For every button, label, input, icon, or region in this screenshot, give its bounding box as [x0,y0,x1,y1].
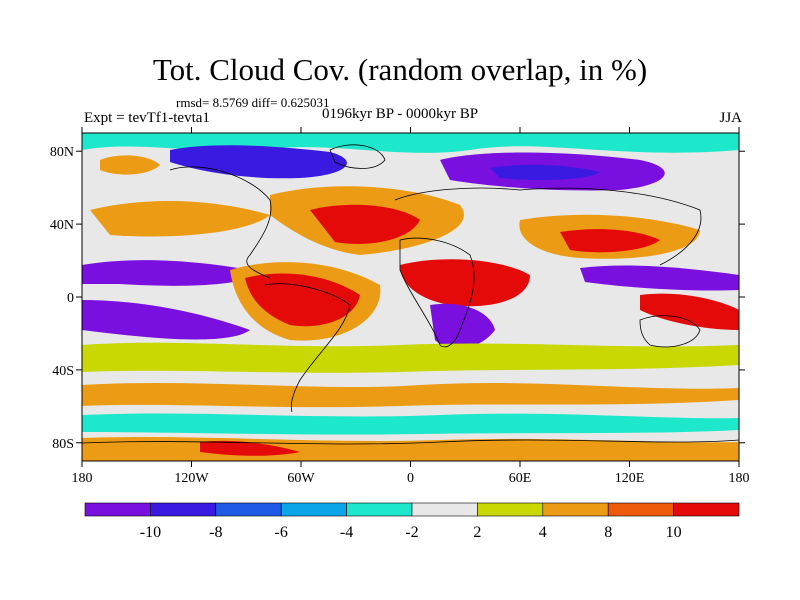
colorbar-swatch [411,502,478,517]
field-africa-red [400,259,530,307]
colorbar: -10 -8 -6 -4 -2 2 4 8 10 [84,502,740,541]
colorbar-label: -8 [209,524,222,541]
lat-tick-label: 80S [52,437,74,452]
colorbar-swatch [477,502,544,517]
colorbar-label: 8 [604,524,612,541]
field-safrica-violet [430,303,495,349]
field-wpac-violet [580,265,739,291]
lon-tick-label: 120W [174,471,209,486]
field-antarctic-cyan [82,413,739,435]
colorbar-swatch [607,502,674,517]
colorbar-swatch [215,502,282,517]
colorbar-label: 2 [473,524,481,541]
stats-line: rmsd= 8.5769 diff= 0.625031 [176,95,330,110]
map-ticks [76,127,745,467]
experiment-label: Expt = tevTf1-tevta1 [84,110,210,126]
lat-tick-label: 40S [52,364,74,379]
coast-north-america [169,166,272,279]
colorbar-label: 10 [666,524,682,541]
field-natl-red [310,204,420,244]
lat-tick-label: 0 [67,291,74,306]
plot-title: Tot. Cloud Cov. (random overlap, in %) [152,52,648,87]
lon-tick-label: 60E [509,471,532,486]
lat-tick-label: 40N [50,218,74,233]
lon-tick-label: 120E [615,471,645,486]
coast-eurasia [394,187,702,266]
period-label: 0196kyr BP - 0000kyr BP [322,106,479,122]
colorbar-swatch [673,502,740,517]
colorbar-swatch [346,502,413,517]
coast-greenland [329,144,386,169]
field-arctic-blue [170,145,347,179]
lon-tick-label: 60W [287,471,315,486]
map-tick-labels: 80N 40N 0 40S 80S 180 120W 60W 0 60E 120… [50,145,750,486]
colorbar-swatch [150,502,217,517]
coast-antarctica [82,439,739,445]
coast-africa [399,237,475,348]
map-field [82,133,739,461]
coastlines [82,144,739,445]
coast-australia [639,315,701,348]
lon-tick-label: 180 [72,471,93,486]
colorbar-swatch [280,502,347,517]
lon-tick-label: 0 [407,471,414,486]
colorbar-swatch [542,502,609,517]
field-alaska-orange [100,155,160,175]
colorbar-label: -10 [140,524,161,541]
field-samerica-red [245,273,360,327]
field-socean-yellow [82,342,739,373]
field-spac-violet [82,300,250,340]
field-antarctic-red [200,440,300,456]
field-wpac-red [640,293,739,330]
lat-tick-label: 80N [50,145,74,160]
field-siberia-blue [490,164,600,180]
coast-south-america [264,283,351,413]
field-socean-orange [82,382,739,408]
season-label: JJA [719,110,742,126]
colorbar-label: -6 [275,524,288,541]
colorbar-label: 4 [539,524,547,541]
colorbar-swatch [84,502,151,517]
colorbar-label: -2 [405,524,418,541]
lon-tick-label: 180 [729,471,750,486]
field-npac-orange [90,200,270,237]
colorbar-label: -4 [340,524,353,541]
field-npac-violet [82,260,260,286]
field-asia-red [560,229,660,253]
